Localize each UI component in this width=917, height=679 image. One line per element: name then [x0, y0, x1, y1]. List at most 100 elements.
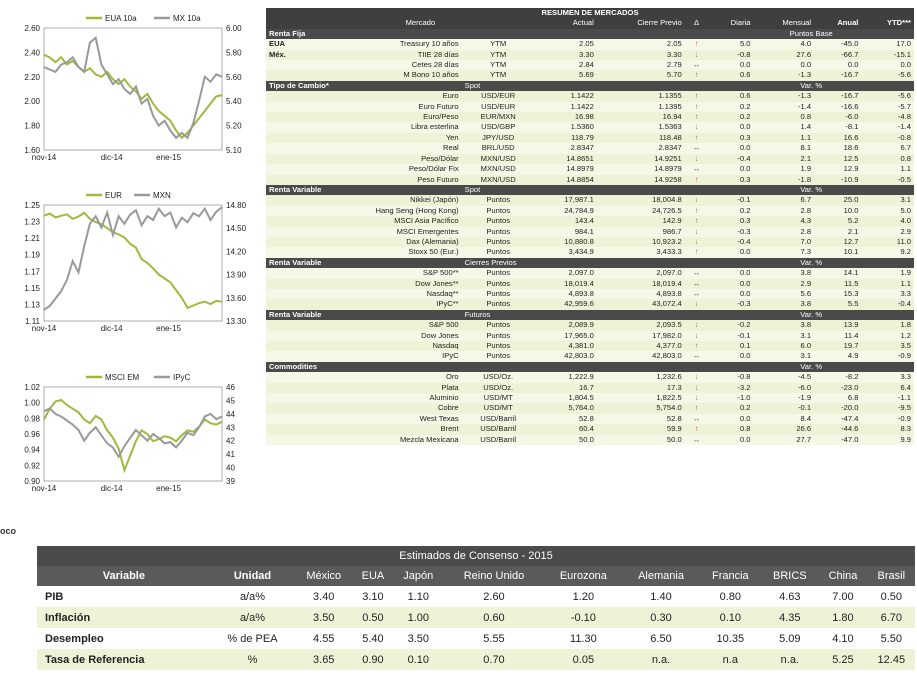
change-arrow-icon: ↓ [684, 393, 709, 404]
consensus-variable: Inflación [37, 607, 211, 628]
consensus-value: -0.10 [544, 607, 623, 628]
daily-cell: 0.0 [708, 268, 754, 279]
data-row: Cobre USD/MT 5,764.0 5,754.0 ↑ 0.2 -0.1 -20.0 -9… [266, 403, 914, 414]
change-arrow-icon: ↓ [684, 330, 709, 341]
annual-cell: -10.9 [814, 174, 862, 185]
actual-cell: 42,959.6 [534, 299, 597, 310]
change-arrow-icon: ↔ [684, 60, 709, 71]
series-line [43, 398, 223, 474]
unit-cell: Puntos [461, 320, 535, 331]
monthly-cell: 1.4 [753, 122, 815, 133]
monthly-cell: -1.3 [753, 70, 815, 81]
actual-cell: 118.79 [534, 132, 597, 144]
region-cell [266, 299, 306, 310]
plot-frame [43, 386, 223, 482]
x-tick-label: nov-14 [32, 324, 57, 333]
data-row: Plata USD/Oz. 16.7 17.3 ↓ -3.2 -6.0 -23.0 6.4 [266, 382, 914, 394]
previous-cell: 18,019.4 [596, 278, 685, 289]
region-cell [266, 424, 306, 435]
monthly-cell: 26.6 [753, 424, 815, 435]
monthly-cell: 6.0 [753, 341, 815, 352]
unit-cell: MXN/USD [461, 174, 535, 185]
actual-cell: 3,434.9 [534, 247, 597, 258]
right-tick-label: 40 [226, 464, 235, 473]
right-tick-label: 13.30 [226, 317, 247, 326]
data-row: Stoxx 50 (Eur.) Puntos 3,434.9 3,433.3 ↑ 0.0 7… [266, 247, 914, 258]
change-arrow-icon: ↓ [684, 236, 709, 248]
consensus-value: 10.35 [699, 628, 762, 649]
previous-cell: 10,923.2 [596, 236, 685, 248]
actual-cell: 1.5360 [534, 122, 597, 133]
previous-cell: 42,803.0 [596, 351, 685, 362]
previous-cell: 1.1355 [596, 91, 685, 102]
cell [684, 361, 709, 373]
annual-cell: -47.0 [814, 434, 862, 446]
right-tick-label: 45 [226, 396, 235, 405]
region-cell [266, 330, 306, 341]
region-cell [266, 226, 306, 237]
legend-label: MSCI EM [105, 373, 140, 382]
consensus-value: % [210, 649, 295, 670]
ytd-cell: 0.0 [861, 60, 914, 71]
left-tick-label: 1.19 [24, 251, 40, 260]
unit-cell: Puntos [461, 236, 535, 248]
consensus-table: Estimados de Consenso - 2015 Variable Unid… [37, 546, 915, 670]
daily-cell: -0.3 [708, 226, 754, 237]
annual-cell: 19.7 [814, 341, 862, 352]
legend-label: IPyC [173, 373, 191, 382]
market-cell: Hang Seng (Hong Kong) [305, 205, 462, 217]
consensus-header-row: Variable Unidad México EUA Japón Reino Unido E… [37, 566, 915, 586]
plot-frame [43, 27, 223, 151]
section-header-row: Commodities Var. % [266, 361, 914, 373]
ytd-cell: -0.4 [861, 299, 914, 310]
consensus-value: 1.20 [544, 586, 623, 607]
chart-svg: MSCI EM IPyC 1.02 1.00 0.98 0.96 0.94 0.92 0.90 4… [24, 373, 235, 493]
actual-cell: 2.8347 [534, 143, 597, 154]
data-row: Nasdaq** Puntos 4,893.8 4,893.8 ↔ 0.0 5.6 15.3 3… [266, 288, 914, 300]
consensus-header-cell: BRICS [761, 566, 819, 586]
market-cell: IPyC [305, 351, 462, 362]
consensus-value: 0.10 [699, 607, 762, 628]
unit-cell: YTM [461, 70, 535, 81]
right-tick-label: 46 [226, 383, 235, 392]
previous-cell: 2.05 [596, 39, 685, 50]
unit-cell: Puntos [461, 288, 535, 300]
change-arrow-icon: ↑ [684, 403, 709, 414]
consensus-value: 5.55 [443, 628, 545, 649]
ytd-cell: -5.7 [861, 101, 914, 113]
change-arrow-icon: ↔ [684, 413, 709, 425]
data-row: IPyC Puntos 42,803.0 42,803.0 ↔ 0.0 3.1 4.9 -0.9 [266, 351, 914, 362]
actual-cell: 143.4 [534, 216, 597, 227]
data-row: S&P 500 Puntos 2,089.9 2,093.5 ↓ -0.2 3.8 13.9 1… [266, 320, 914, 331]
section-label: Tipo de Cambio* [266, 80, 462, 92]
data-row: Euro Futuro USD/EUR 1.1422 1.1395 ↑ 0.2 -1.4 -1… [266, 101, 914, 113]
monthly-cell: -4.5 [753, 372, 815, 383]
consensus-value: % de PEA [210, 628, 295, 649]
unit-cell: EUR/MXN [461, 112, 535, 123]
cell [684, 80, 709, 92]
daily-cell: -0.1 [708, 195, 754, 206]
monthly-cell: 0.0 [753, 60, 815, 71]
right-tick-label: 13.60 [226, 294, 247, 303]
right-tick-label: 41 [226, 450, 235, 459]
x-tick-label: dic-14 [101, 484, 123, 493]
actual-cell: 24,784.9 [534, 205, 597, 217]
actual-cell: 2.05 [534, 39, 597, 50]
region-cell [266, 278, 306, 289]
region-cell [266, 320, 306, 331]
market-cell: Plata [305, 382, 462, 394]
actual-cell: 16.98 [534, 112, 597, 123]
section-unit: Puntos Base [708, 28, 914, 40]
consensus-header-cell: Variable [37, 566, 211, 586]
change-arrow-icon: ↑ [684, 112, 709, 123]
ytd-cell: 5.0 [861, 205, 914, 217]
consensus-value: 4.35 [761, 607, 819, 628]
consensus-value: 0.50 [353, 607, 393, 628]
region-cell [266, 174, 306, 185]
monthly-cell: 2.8 [753, 205, 815, 217]
consensus-value: 5.25 [818, 649, 868, 670]
daily-cell: 0.2 [708, 205, 754, 217]
annual-cell: -8.1 [814, 122, 862, 133]
consensus-row: PIB a/a% 3.40 3.10 1.10 2.60 1.20 1.40 0.80 4.63 7… [37, 586, 915, 607]
annual-cell: 13.9 [814, 320, 862, 331]
